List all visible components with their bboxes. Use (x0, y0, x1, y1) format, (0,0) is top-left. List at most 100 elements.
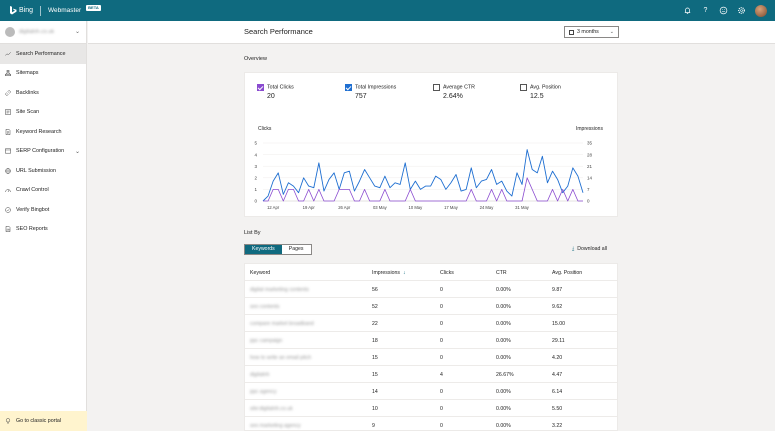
product-name: Webmaster (48, 7, 82, 14)
right-tick-label: 28 (587, 152, 593, 157)
metric-average-ctr[interactable]: Average CTR 2.64% (433, 84, 475, 100)
header-clicks[interactable]: Clicks (440, 270, 454, 276)
bing-logo-icon (9, 6, 17, 15)
left-tick-label: 2 (254, 176, 257, 181)
right-tick-label: 0 (587, 199, 590, 204)
download-icon: ⤓ (572, 246, 575, 252)
metric-checkbox[interactable] (257, 84, 264, 91)
check-icon (5, 207, 11, 213)
site-selector[interactable]: digitalnh.co.uk ⌄ (0, 21, 86, 44)
cell-ctr: 0.00% (496, 406, 511, 412)
site-favicon-icon (5, 27, 15, 37)
date-range-value: 3 months (577, 29, 599, 35)
header-keyword[interactable]: Keyword (250, 270, 271, 276)
lightbulb-icon (5, 418, 11, 424)
left-tick-label: 0 (254, 199, 257, 204)
metric-total-clicks[interactable]: Total Clicks 20 (257, 84, 294, 100)
sidebar-item-keyword-research[interactable]: Keyword Research (0, 122, 86, 142)
help-icon[interactable]: ? (703, 7, 708, 14)
metric-checkbox[interactable] (433, 84, 440, 91)
sitemap-icon (5, 70, 11, 77)
download-all-button[interactable]: ⤓ Download all (572, 246, 607, 253)
metric-value: 757 (355, 93, 367, 101)
cell-keyword: ppc agency (250, 389, 277, 395)
classic-portal-link[interactable]: Go to classic portal (0, 411, 87, 431)
cell-keyword: seo contents (250, 304, 280, 310)
header-position[interactable]: Avg. Position (552, 270, 583, 276)
tab-pages[interactable]: Pages (281, 245, 311, 254)
x-tick-label: 10 May (409, 205, 424, 210)
brand[interactable]: Bing Webmaster BETA (9, 4, 101, 16)
header-ctr[interactable]: CTR (496, 270, 507, 276)
table-row[interactable]: site:digitalnh.co.uk 10 0 0.00% 5.50 (245, 400, 617, 417)
table-row[interactable]: how to write an email pitch 15 0 0.00% 4.20 (245, 349, 617, 366)
metric-checkbox[interactable] (345, 84, 352, 91)
sidebar-nav: Search Performance Sitemaps Backlinks Site … (0, 44, 86, 239)
clicks-axis-label: Clicks (258, 126, 272, 132)
cell-clicks: 0 (440, 406, 443, 412)
sidebar-item-label: SERP Configuration (16, 148, 65, 155)
brand-divider (40, 5, 42, 16)
table-header: Keyword Impressions ↓ Clicks CTR Avg. Pos… (245, 264, 617, 281)
calendar-icon (569, 29, 574, 35)
scan-icon (5, 109, 11, 115)
metric-checkbox[interactable] (520, 84, 527, 91)
sidebar-item-sitemaps[interactable]: Sitemaps (0, 64, 86, 84)
smiley-icon[interactable] (719, 6, 728, 15)
table-row[interactable]: digitalnh 15 4 26.67% 4.47 (245, 366, 617, 383)
sidebar-item-seo-reports[interactable]: SEO Reports (0, 220, 86, 240)
sidebar-item-label: Search Performance (16, 50, 66, 57)
table-row[interactable]: ppc campaign 18 0 0.00% 29.11 (245, 332, 617, 349)
sidebar-item-label: SEO Reports (16, 226, 48, 233)
bell-icon[interactable] (683, 6, 692, 15)
globe-icon (5, 168, 11, 174)
cell-impressions: 9 (372, 423, 375, 429)
table-row[interactable]: ppc agency 14 0 0.00% 6.14 (245, 383, 617, 400)
cell-position: 3.22 (552, 423, 563, 429)
sidebar-item-crawl-control[interactable]: Crawl Control (0, 181, 86, 201)
metric-label: Average CTR (443, 84, 475, 91)
chevron-down-icon: ⌄ (609, 29, 614, 35)
series-line-clicks (263, 177, 583, 202)
right-tick-label: 21 (587, 164, 593, 169)
sort-down-icon: ↓ (402, 270, 406, 276)
cell-clicks: 0 (440, 304, 443, 310)
document-icon (5, 128, 11, 135)
right-tick-label: 14 (587, 176, 593, 181)
user-avatar[interactable] (755, 4, 767, 17)
sidebar-item-backlinks[interactable]: Backlinks (0, 83, 86, 103)
cell-position: 15.00 (552, 321, 565, 327)
right-tick-label: 35 (587, 141, 593, 146)
table-row[interactable]: seo marketing agency 9 0 0.00% 3.22 (245, 417, 617, 430)
metric-label: Avg. Position (530, 84, 561, 91)
table-row[interactable]: digital marketing contents 56 0 0.00% 9.87 (245, 281, 617, 298)
cell-position: 9.87 (552, 287, 563, 293)
sidebar-item-url-submission[interactable]: URL Submission (0, 161, 86, 181)
cell-impressions: 14 (372, 389, 378, 395)
sidebar-item-search-performance[interactable]: Search Performance (0, 44, 86, 64)
table-row[interactable]: seo contents 52 0 0.00% 9.62 (245, 298, 617, 315)
link-icon (5, 90, 11, 96)
settings-icon[interactable] (737, 6, 746, 15)
header-impressions[interactable]: Impressions ↓ (372, 270, 406, 276)
table-row[interactable]: compare market broadband 22 0 0.00% 15.00 (245, 315, 617, 332)
cell-ctr: 0.00% (496, 338, 511, 344)
top-bar: Bing Webmaster BETA ? (0, 0, 775, 21)
serp-icon (5, 148, 11, 154)
sidebar-item-serp-configuration[interactable]: SERP Configuration ⌄ (0, 142, 86, 162)
series-line-impressions (262, 149, 584, 202)
x-tick-label: 26 Apr (338, 205, 351, 210)
download-all-label: Download all (577, 246, 607, 252)
list-by-toggle: Keywords Pages (244, 244, 312, 255)
tab-keywords[interactable]: Keywords (245, 245, 282, 254)
overview-label: Overview (244, 56, 267, 62)
sidebar-item-site-scan[interactable]: Site Scan (0, 103, 86, 123)
sidebar-item-verify-bingbot[interactable]: Verify Bingbot (0, 200, 86, 220)
sidebar: digitalnh.co.uk ⌄ Search Performance Site… (0, 21, 87, 431)
cell-ctr: 0.00% (496, 287, 511, 293)
metric-label: Total Clicks (267, 84, 294, 91)
metric-avg-position[interactable]: Avg. Position 12.5 (520, 84, 561, 100)
metric-total-impressions[interactable]: Total Impressions 757 (345, 84, 396, 100)
cell-position: 9.62 (552, 304, 563, 310)
date-range-select[interactable]: 3 months ⌄ (564, 26, 619, 38)
